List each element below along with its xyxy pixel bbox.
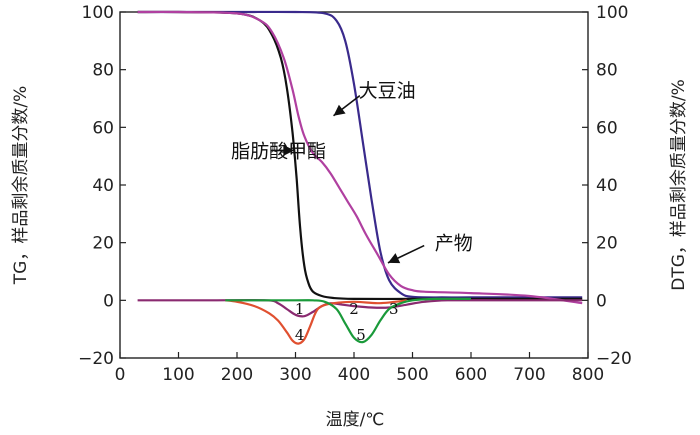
annotation-label-1: 大豆油	[359, 80, 416, 102]
annotation-label-3: 产物	[435, 233, 473, 255]
x-tick-label: 600	[455, 365, 487, 385]
x-tick-label: 800	[572, 365, 604, 385]
series-line-1	[137, 10, 583, 299]
peak-label-2: 2	[349, 300, 359, 318]
left-y-axis-label: TG，样品剩余质量分数/%	[11, 86, 31, 285]
right-y-tick-label: 100	[596, 3, 628, 23]
peak-label-5: 5	[356, 326, 366, 344]
x-tick-label: 300	[279, 365, 311, 385]
left-y-tick-label: 80	[92, 61, 114, 81]
peak-label-4: 4	[295, 326, 305, 344]
series-lines	[137, 10, 583, 345]
x-tick-label: 200	[221, 365, 253, 385]
peak-label-3: 3	[389, 300, 399, 318]
series-line-2	[137, 10, 583, 301]
right-y-tick-label: 60	[596, 118, 618, 138]
series-line-3	[137, 10, 583, 305]
left-y-tick-label: 40	[92, 176, 114, 196]
x-tick-label: 400	[338, 365, 370, 385]
left-y-tick-label: 20	[92, 234, 114, 254]
left-y-tick-label: 0	[103, 291, 114, 311]
right-y-tick-label: −20	[596, 349, 632, 369]
right-y-tick-label: 80	[596, 61, 618, 81]
right-y-tick-label: 0	[596, 291, 607, 311]
left-y-tick-label: 60	[92, 118, 114, 138]
left-y-tick-label: 100	[82, 3, 114, 23]
x-tick-label: 700	[513, 365, 545, 385]
x-tick-label: 100	[162, 365, 194, 385]
right-y-axis-label: DTG，样品剩余质量分数/%	[669, 79, 689, 291]
peak-label-1: 1	[295, 300, 305, 318]
right-y-tick-label: 40	[596, 176, 618, 196]
series-line-6	[225, 297, 472, 344]
left-y-tick-label: −20	[78, 349, 114, 369]
x-axis-label: 温度/℃	[326, 410, 385, 430]
right-y-tick-label: 20	[596, 234, 618, 254]
annotation-label-2: 脂肪酸甲酯	[231, 140, 326, 162]
series-line-5	[225, 299, 407, 345]
annotation-arrow-3-head	[387, 253, 401, 264]
x-tick-label: 500	[396, 365, 428, 385]
x-tick-label: 0	[115, 365, 126, 385]
annotation-arrow-2-head	[283, 144, 295, 156]
annotation-arrow-1-head	[333, 104, 346, 116]
